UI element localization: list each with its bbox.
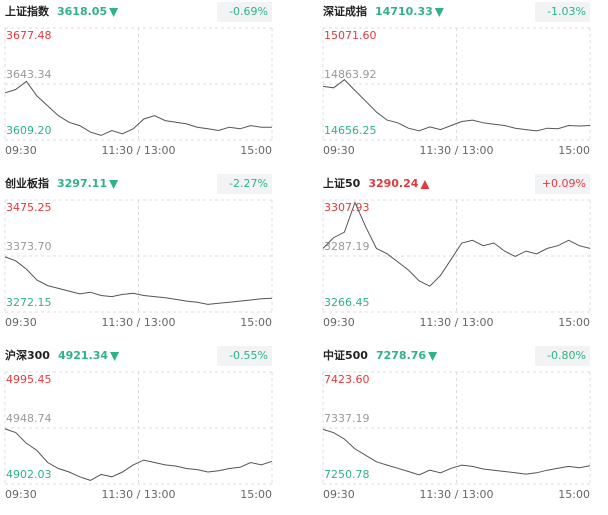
index-card: 上证50 3290.24 +0.09% 3266.45 3287.19 3307.93 09… [322, 174, 591, 329]
change-badge [535, 346, 590, 366]
index-price: 7278.76 [376, 349, 426, 362]
index-card: 沪深300 4921.34 -0.55% 4902.03 4948.74 4995.45 0… [4, 346, 273, 501]
index-card: 中证500 7278.76 -0.80% 7250.78 7337.19 7423.60 0… [322, 346, 591, 501]
change-text: -0.55% [229, 349, 268, 362]
x-tick-label: 15:00 [240, 488, 272, 501]
index-title: 沪深300 [5, 348, 50, 362]
price-line [322, 201, 591, 287]
direction-arrow [428, 352, 438, 361]
change-badge [535, 174, 590, 194]
y-tick-label: 4995.45 [6, 373, 52, 386]
y-tick-label: 7250.78 [324, 468, 370, 481]
change-text: -0.69% [229, 5, 268, 18]
price-line [322, 428, 591, 476]
price-line [4, 428, 273, 481]
y-tick-label: 3287.19 [324, 240, 370, 253]
index-price: 14710.33 [375, 5, 433, 18]
y-tick-label: 3677.48 [6, 29, 52, 42]
y-tick-label: 3272.15 [6, 296, 52, 309]
x-tick-label: 09:30 [5, 144, 37, 157]
x-tick-label: 09:30 [323, 488, 355, 501]
index-title: 中证500 [323, 348, 368, 362]
index-title: 创业板指 [4, 176, 49, 190]
index-price: 3297.11 [57, 177, 107, 190]
change-badge [535, 2, 590, 22]
x-tick-label: 09:30 [5, 316, 37, 329]
x-tick-label: 09:30 [323, 144, 355, 157]
direction-arrow [109, 180, 119, 189]
y-tick-label: 3609.20 [6, 124, 52, 137]
change-text: -0.80% [547, 349, 586, 362]
x-tick-label: 11:30 / 13:00 [419, 488, 493, 501]
x-tick-label: 15:00 [558, 316, 590, 329]
change-badge [217, 174, 272, 194]
x-tick-label: 09:30 [5, 488, 37, 501]
y-tick-label: 7423.60 [324, 373, 370, 386]
direction-arrow [420, 180, 430, 189]
change-text: +0.09% [542, 177, 586, 190]
y-tick-label: 15071.60 [324, 29, 377, 42]
index-title: 上证50 [323, 176, 361, 190]
direction-arrow [434, 8, 444, 17]
x-tick-label: 11:30 / 13:00 [419, 316, 493, 329]
x-tick-label: 15:00 [558, 488, 590, 501]
x-tick-label: 15:00 [558, 144, 590, 157]
x-tick-label: 11:30 / 13:00 [101, 488, 175, 501]
y-tick-label: 3475.25 [6, 201, 52, 214]
y-tick-label: 4902.03 [6, 468, 52, 481]
index-card: 上证指数 3618.05 -0.69% 3609.20 3643.34 3677.48 09… [4, 2, 273, 157]
x-tick-label: 15:00 [240, 316, 272, 329]
index-price: 4921.34 [58, 349, 108, 362]
y-tick-label: 3643.34 [6, 68, 52, 81]
price-line [4, 256, 273, 305]
y-tick-label: 14656.25 [324, 124, 377, 137]
index-card: 创业板指 3297.11 -2.27% 3272.15 3373.70 3475.25 09… [4, 174, 273, 329]
direction-arrow [109, 8, 119, 17]
x-tick-label: 09:30 [323, 316, 355, 329]
price-line [322, 79, 591, 132]
x-tick-label: 11:30 / 13:00 [419, 144, 493, 157]
y-tick-label: 7337.19 [324, 412, 370, 425]
change-badge [217, 346, 272, 366]
change-badge [217, 2, 272, 22]
direction-arrow [110, 352, 120, 361]
index-card: 深证成指 14710.33 -1.03% 14656.25 14863.92 15071.… [322, 2, 591, 157]
y-tick-label: 3373.70 [6, 240, 52, 253]
price-line [4, 80, 272, 136]
y-tick-label: 14863.92 [324, 68, 377, 81]
index-title: 上证指数 [5, 4, 50, 18]
x-tick-label: 15:00 [240, 144, 272, 157]
change-text: -2.27% [229, 177, 268, 190]
index-price: 3618.05 [57, 5, 107, 18]
index-price: 3290.24 [368, 177, 418, 190]
index-title: 深证成指 [323, 4, 367, 18]
y-tick-label: 3266.45 [324, 296, 370, 309]
x-tick-label: 11:30 / 13:00 [101, 144, 175, 157]
y-tick-label: 3307.93 [324, 201, 370, 214]
change-text: -1.03% [547, 5, 586, 18]
y-tick-label: 4948.74 [6, 412, 52, 425]
x-tick-label: 11:30 / 13:00 [101, 316, 175, 329]
